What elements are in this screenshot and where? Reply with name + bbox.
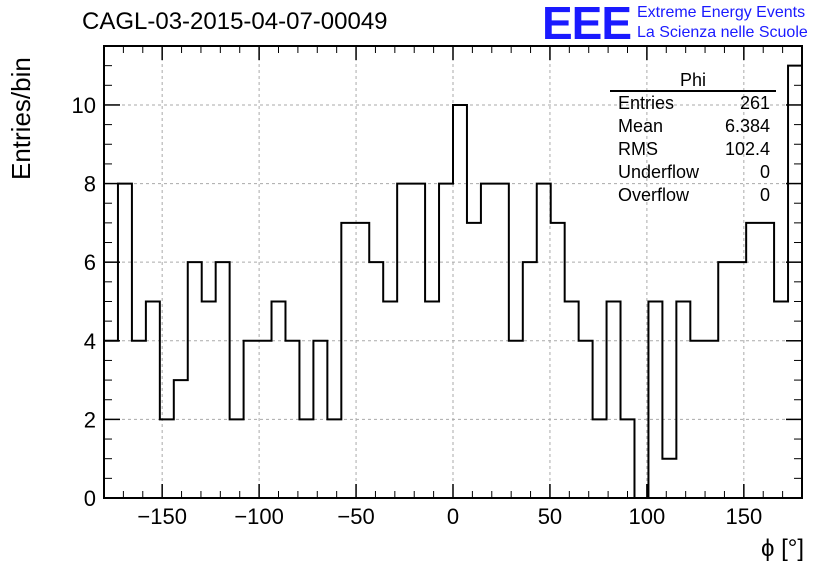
stats-label: Mean	[618, 116, 664, 136]
stats-row-rms: RMS 102.4	[610, 138, 776, 161]
histogram-bin	[383, 301, 397, 498]
histogram-bin	[509, 341, 523, 498]
x-tick-label: −150	[137, 504, 187, 529]
histogram-bin	[453, 105, 467, 498]
stats-value: 102.4	[724, 139, 770, 159]
stats-box: Phi Entries 261 Mean 6.384 RMS 102.4 Und…	[610, 70, 776, 207]
histogram-bin	[439, 184, 453, 498]
logo-mark: EEE	[542, 0, 632, 49]
y-tick-label: 0	[84, 486, 96, 511]
stats-value: 261	[739, 93, 770, 113]
histogram-bin	[648, 301, 662, 498]
histogram-bin	[285, 341, 299, 498]
y-tick-label: 2	[84, 407, 96, 432]
histogram-bin	[481, 184, 495, 498]
x-tick-label: −100	[234, 504, 284, 529]
histogram-bin	[146, 301, 160, 498]
histogram-bin	[202, 301, 216, 498]
stats-box-title: Phi	[610, 70, 776, 92]
y-tick-label: 8	[84, 172, 96, 197]
stats-row-mean: Mean 6.384	[610, 115, 776, 138]
histogram-bin	[467, 223, 481, 498]
histogram-bin	[411, 184, 425, 498]
y-tick-label: 6	[84, 250, 96, 275]
histogram-line	[104, 64, 802, 499]
logo-line-2: La Scienza nelle Scuole	[637, 24, 808, 41]
histogram-bin	[676, 301, 690, 498]
histogram-bin	[662, 459, 676, 498]
histogram-bin	[341, 223, 355, 498]
histogram-bin	[299, 419, 313, 498]
stats-value: 6.384	[724, 116, 770, 136]
histogram-bin	[327, 419, 341, 498]
histogram-bin	[230, 419, 244, 498]
stats-row-underflow: Underflow 0	[610, 161, 776, 184]
histogram-bin	[579, 341, 593, 498]
stats-row-entries: Entries 261	[610, 92, 776, 115]
histogram-bin	[188, 262, 202, 498]
stats-row-overflow: Overflow 0	[610, 184, 776, 207]
histogram-bin	[621, 419, 635, 498]
x-tick-label: −50	[337, 504, 374, 529]
histogram-bin	[607, 301, 621, 498]
histogram-bin	[551, 223, 565, 498]
histogram-bin	[355, 223, 369, 498]
y-tick-label: 4	[84, 329, 96, 354]
histogram-bin	[425, 301, 439, 498]
histogram-bin	[174, 380, 188, 498]
histogram-bin	[369, 262, 383, 498]
histogram-bin	[732, 262, 746, 498]
stats-label: Entries	[618, 93, 675, 113]
histogram-bin	[313, 341, 327, 498]
x-tick-label: 50	[538, 504, 562, 529]
histogram-bin	[258, 341, 272, 498]
x-axis-label: ϕ [°]	[760, 535, 804, 562]
histogram-bin	[523, 262, 537, 498]
histogram-bin	[746, 223, 760, 498]
histogram-bin	[760, 223, 774, 498]
y-tick-label: 10	[72, 93, 96, 118]
histogram-bin	[690, 341, 704, 498]
histogram-bin	[272, 301, 286, 498]
x-tick-label: 0	[447, 504, 459, 529]
stats-label: Overflow	[618, 185, 690, 205]
histogram-bin	[593, 419, 607, 498]
histogram-bin	[537, 184, 551, 498]
stats-label: Underflow	[618, 162, 700, 182]
histogram-bin	[774, 301, 788, 498]
logo-line-1: Extreme Energy Events	[637, 4, 806, 21]
histogram-bin	[216, 262, 230, 498]
x-tick-label: 150	[725, 504, 762, 529]
histogram-bin	[397, 184, 411, 498]
chart-title: CAGL-03-2015-04-07-00049	[82, 8, 388, 35]
histogram-bin	[495, 184, 509, 498]
histogram-bin	[132, 341, 146, 498]
histogram-bin	[565, 301, 579, 498]
histogram-bin	[244, 341, 258, 498]
histogram-bin	[718, 262, 732, 498]
histogram-bin	[704, 341, 718, 498]
histogram-bin	[118, 184, 132, 498]
stats-value: 0	[759, 185, 770, 205]
stats-value: 0	[759, 162, 770, 182]
x-tick-label: 100	[629, 504, 666, 529]
stats-label: RMS	[618, 139, 658, 159]
